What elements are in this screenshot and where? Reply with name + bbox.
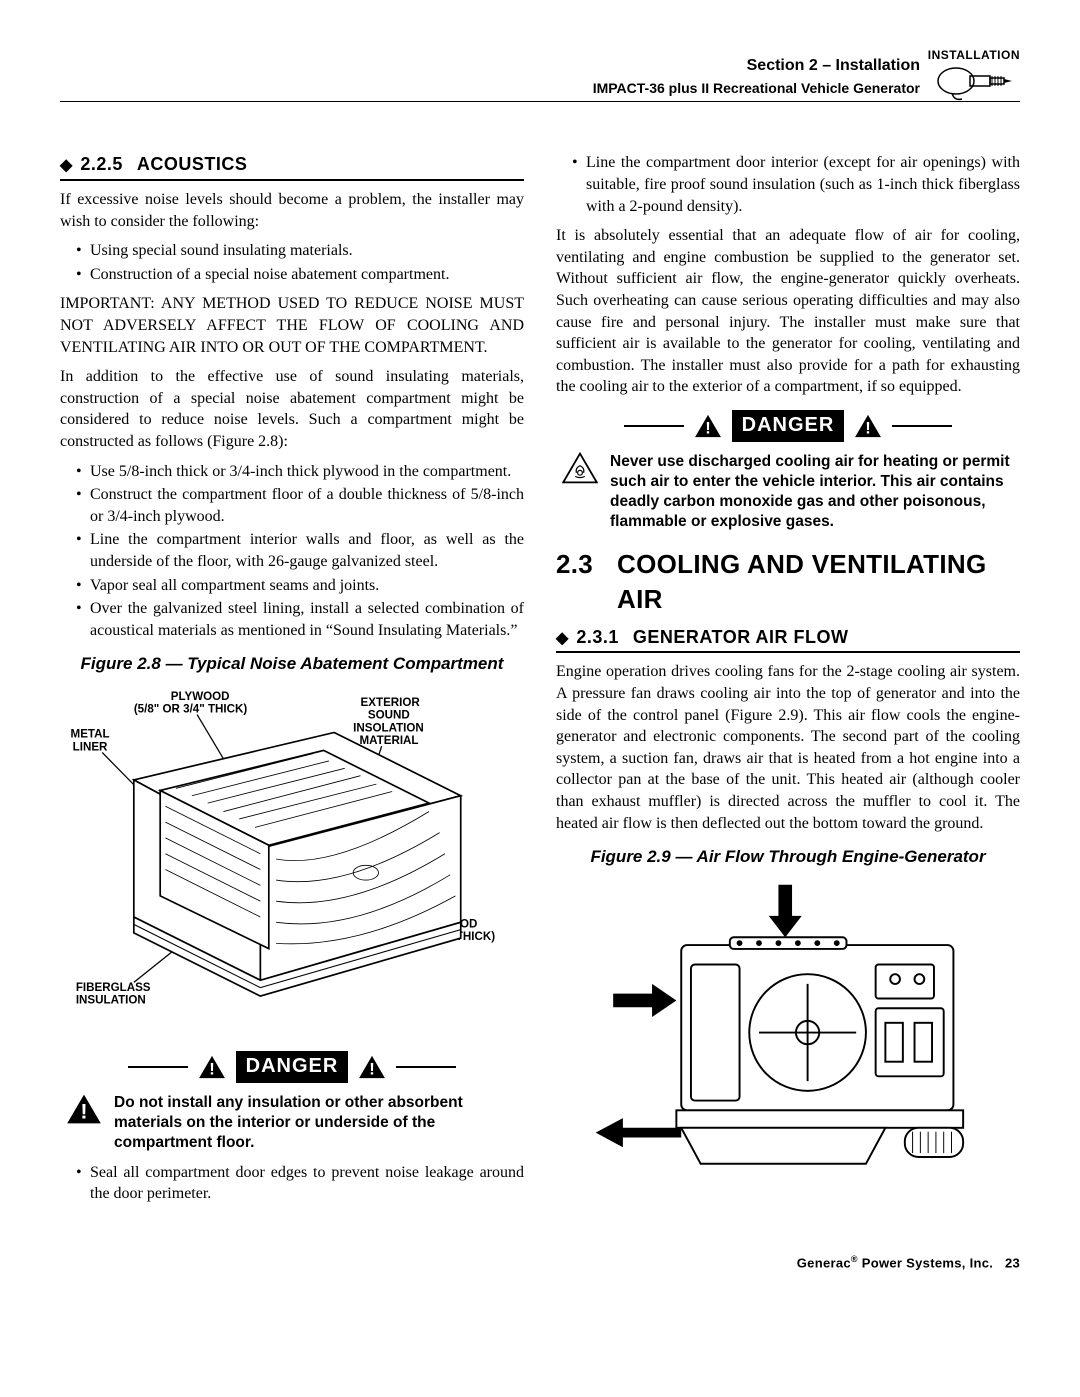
left-column: ◆ 2.2.5 ACOUSTICS If excessive noise lev…: [60, 152, 524, 1212]
svg-text:METAL: METAL: [71, 727, 110, 740]
warning-triangle-icon: !: [198, 1055, 226, 1079]
fig-label: PLYWOOD: [171, 689, 230, 702]
right-column: Line the compartment door interior (exce…: [556, 152, 1020, 1212]
header-text-block: Section 2 – Installation IMPACT-36 plus …: [593, 55, 920, 97]
danger-rule: [892, 425, 952, 427]
heading-title: ACOUSTICS: [137, 152, 248, 176]
danger-banner: ! DANGER !: [60, 1051, 524, 1083]
svg-text:FIBERGLASS: FIBERGLASS: [76, 980, 151, 993]
list-item: Over the galvanized steel lining, instal…: [76, 598, 524, 641]
heading-number: 2.3: [556, 547, 593, 617]
heading-number: 2.3.1: [576, 627, 619, 647]
danger-label: DANGER: [732, 410, 845, 442]
figure-2-9-caption: Figure 2.9 — Air Flow Through Engine-Gen…: [556, 846, 1020, 867]
svg-text:INSOLATION: INSOLATION: [353, 721, 424, 734]
danger-rule: [624, 425, 684, 427]
list-item: Use 5/8-inch thick or 3/4-inch thick ply…: [76, 461, 524, 483]
svg-text:INSULATION: INSULATION: [76, 993, 146, 1006]
list-item: Construction of a special noise abatemen…: [76, 264, 524, 286]
figure-2-9-diagram: [556, 877, 1020, 1185]
figure-2-8-caption: Figure 2.8 — Typical Noise Abatement Com…: [60, 653, 524, 674]
heading-title: GENERATOR AIR FLOW: [633, 625, 849, 649]
warning-block: Never use discharged cooling air for hea…: [556, 452, 1020, 533]
footer-suffix: Power Systems, Inc.: [858, 1255, 993, 1270]
svg-text:!: !: [370, 1060, 376, 1079]
warning-triangle-icon: !: [694, 414, 722, 438]
list-item: Line the compartment door interior (exce…: [572, 152, 1020, 217]
bullet-list: Using special sound insulating materials…: [60, 240, 524, 285]
biohazard-warning-icon: [562, 452, 598, 491]
danger-banner: ! DANGER !: [556, 410, 1020, 442]
svg-text:!: !: [705, 418, 711, 437]
bullet-list: Line the compartment door interior (exce…: [556, 152, 1020, 217]
heading-title: COOLING AND VENTILATING AIR: [617, 547, 1020, 617]
list-item: Line the compartment interior walls and …: [76, 529, 524, 572]
heading-2-3-1: ◆ 2.3.1 GENERATOR AIR FLOW: [556, 625, 1020, 654]
list-item: Using special sound insulating materials…: [76, 240, 524, 262]
svg-text:(5/8" OR 3/4" THICK): (5/8" OR 3/4" THICK): [134, 702, 248, 715]
registered-mark: ®: [851, 1254, 858, 1264]
list-item: Construct the compartment floor of a dou…: [76, 484, 524, 527]
svg-text:LINER: LINER: [73, 740, 108, 753]
warning-triangle-icon: !: [854, 414, 882, 438]
content-columns: ◆ 2.2.5 ACOUSTICS If excessive noise lev…: [60, 152, 1020, 1212]
header-subtitle: IMPACT-36 plus II Recreational Vehicle G…: [593, 79, 920, 98]
heading-number: 2.2.5: [80, 154, 123, 174]
figure-2-8-diagram: PLYWOOD (5/8" OR 3/4" THICK) EXTERIOR SO…: [60, 685, 524, 1040]
svg-text:!: !: [209, 1060, 215, 1079]
page-footer: Generac® Power Systems, Inc. 23: [60, 1253, 1020, 1272]
list-item: Seal all compartment door edges to preve…: [76, 1162, 524, 1205]
diamond-bullet-icon: ◆: [556, 630, 569, 647]
warning-text: Never use discharged cooling air for hea…: [610, 452, 1014, 533]
warning-triangle-icon: !: [358, 1055, 386, 1079]
installation-icon-label: INSTALLATION: [928, 47, 1020, 63]
danger-rule: [128, 1066, 188, 1068]
page-header: Section 2 – Installation IMPACT-36 plus …: [60, 55, 1020, 102]
danger-rule: [396, 1066, 456, 1068]
bullet-list: Use 5/8-inch thick or 3/4-inch thick ply…: [60, 461, 524, 642]
svg-text:!: !: [80, 1099, 87, 1124]
footer-company: Generac: [797, 1255, 851, 1270]
heading-2-3: 2.3 COOLING AND VENTILATING AIR: [556, 547, 1020, 617]
paragraph: In addition to the effective use of soun…: [60, 366, 524, 452]
bullet-list: Seal all compartment door edges to preve…: [60, 1162, 524, 1205]
svg-text:MATERIAL: MATERIAL: [359, 734, 418, 747]
list-item: Vapor seal all compartment seams and joi…: [76, 575, 524, 597]
paragraph: Engine operation drives cooling fans for…: [556, 661, 1020, 834]
warning-text: Do not install any insulation or other a…: [114, 1093, 518, 1153]
svg-text:!: !: [866, 418, 872, 437]
paragraph: It is absolutely essential that an adequ…: [556, 225, 1020, 398]
svg-text:EXTERIOR: EXTERIOR: [361, 696, 421, 709]
installation-icon: INSTALLATION: [928, 47, 1020, 110]
important-note: IMPORTANT: ANY METHOD USED TO REDUCE NOI…: [60, 293, 524, 358]
warning-block: ! Do not install any insulation or other…: [60, 1093, 524, 1153]
drill-icon: [934, 63, 1014, 103]
heading-2-2-5: ◆ 2.2.5 ACOUSTICS: [60, 152, 524, 181]
danger-label: DANGER: [236, 1051, 349, 1083]
diamond-bullet-icon: ◆: [60, 157, 73, 174]
paragraph: If excessive noise levels should become …: [60, 189, 524, 232]
svg-text:SOUND: SOUND: [368, 708, 410, 721]
warning-triangle-icon: !: [66, 1093, 102, 1132]
header-section-title: Section 2 – Installation: [593, 55, 920, 77]
page-number: 23: [1005, 1255, 1020, 1270]
